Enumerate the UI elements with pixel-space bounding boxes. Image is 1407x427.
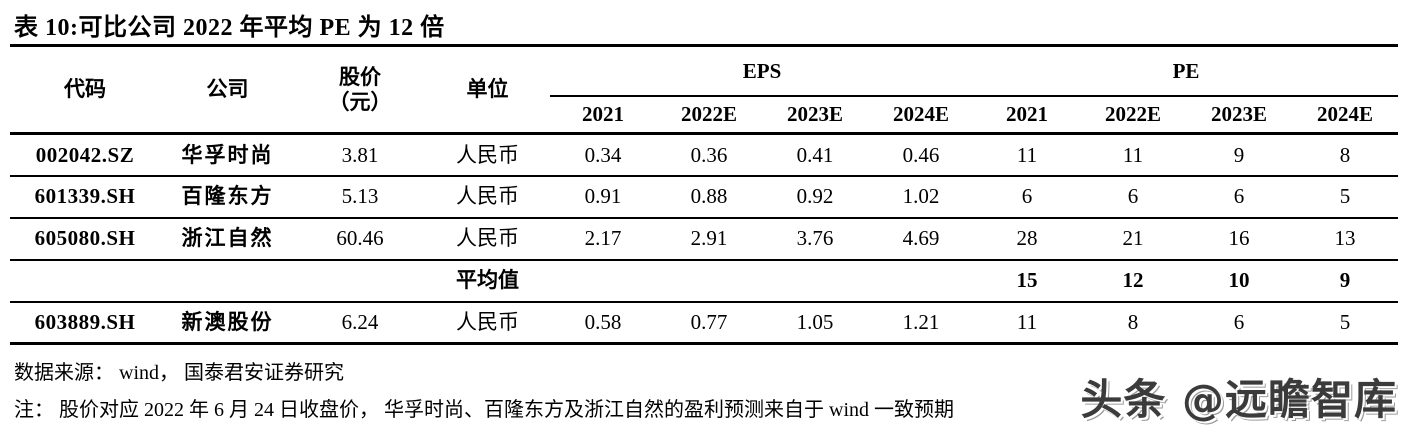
cell-eps-2023E: 1.05 xyxy=(762,301,868,345)
cell-pe-2021: 11 xyxy=(974,133,1081,177)
cell-price: 6.24 xyxy=(295,301,425,345)
cell-price: 3.81 xyxy=(295,133,425,177)
cell-unit: 人民币 xyxy=(425,133,550,177)
table-title: 表 10:可比公司 2022 年平均 PE 为 12 倍 xyxy=(14,15,445,41)
cell-eps-2022E: 0.36 xyxy=(656,133,762,177)
header-code: 代码 xyxy=(10,45,160,135)
header-eps-year: 2024E xyxy=(868,95,975,135)
header-pe-group: PE xyxy=(974,45,1399,97)
header-eps-year: 2021 xyxy=(550,95,656,135)
cell-code: 605080.SH xyxy=(10,217,160,261)
cell-eps-2022E: 0.77 xyxy=(656,301,762,345)
cell-eps-2024E xyxy=(868,259,975,303)
cell-company: 新澳股份 xyxy=(160,301,295,345)
table-row: 603889.SH 新澳股份 6.24 人民币 0.58 0.77 1.05 1.21 11 8 6… xyxy=(10,301,1399,345)
cell-eps-2024E: 4.69 xyxy=(868,217,975,261)
cell-eps-2021 xyxy=(550,259,656,303)
cell-pe-2024E: 9 xyxy=(1292,259,1399,303)
table-row-average: 平均值 15 12 10 9 xyxy=(10,259,1399,303)
watermark-text: 头条 @远瞻智库 xyxy=(1080,375,1397,424)
cell-unit: 人民币 xyxy=(425,175,550,219)
header-company: 公司 xyxy=(160,45,295,135)
cell-eps-2022E: 0.88 xyxy=(656,175,762,219)
cell-unit: 人民币 xyxy=(425,217,550,261)
cell-eps-2023E xyxy=(762,259,868,303)
cell-eps-2024E: 0.46 xyxy=(868,133,975,177)
cell-eps-2023E: 0.41 xyxy=(762,133,868,177)
cell-pe-2021: 6 xyxy=(974,175,1081,219)
header-price: 股价 （元） xyxy=(295,45,425,135)
cell-eps-2021: 0.91 xyxy=(550,175,656,219)
cell-pe-2022E: 8 xyxy=(1080,301,1187,345)
cell-eps-2021: 0.58 xyxy=(550,301,656,345)
cell-eps-2023E: 0.92 xyxy=(762,175,868,219)
cell-unit: 人民币 xyxy=(425,301,550,345)
cell-code: 603889.SH xyxy=(10,301,160,345)
cell-price: 60.46 xyxy=(295,217,425,261)
cell-code: 601339.SH xyxy=(10,175,160,219)
cell-pe-2023E: 16 xyxy=(1186,217,1293,261)
cell-eps-2023E: 3.76 xyxy=(762,217,868,261)
cell-pe-2023E: 6 xyxy=(1186,175,1293,219)
cell-price: 5.13 xyxy=(295,175,425,219)
cell-code: 002042.SZ xyxy=(10,133,160,177)
cell-price xyxy=(295,259,425,303)
cell-company: 华孚时尚 xyxy=(160,133,295,177)
cell-eps-2024E: 1.02 xyxy=(868,175,975,219)
header-pe-year: 2023E xyxy=(1186,95,1293,135)
table-row: 601339.SH 百隆东方 5.13 人民币 0.91 0.88 0.92 1.02 6 6 6 5 xyxy=(10,175,1399,219)
cell-company: 浙江自然 xyxy=(160,217,295,261)
cell-pe-2021: 11 xyxy=(974,301,1081,345)
cell-eps-2021: 2.17 xyxy=(550,217,656,261)
cell-pe-2023E: 9 xyxy=(1186,133,1293,177)
cell-eps-2022E: 2.91 xyxy=(656,217,762,261)
cell-pe-2022E: 6 xyxy=(1080,175,1187,219)
cell-eps-2024E: 1.21 xyxy=(868,301,975,345)
cell-eps-2021: 0.34 xyxy=(550,133,656,177)
table-body: 002042.SZ 华孚时尚 3.81 人民币 0.34 0.36 0.41 0.46 11 11… xyxy=(10,133,1399,345)
header-pe-year: 2022E xyxy=(1080,95,1187,135)
table-row: 002042.SZ 华孚时尚 3.81 人民币 0.34 0.36 0.41 0.46 11 11… xyxy=(10,133,1399,177)
cell-pe-2024E: 5 xyxy=(1292,175,1399,219)
header-eps-year: 2023E xyxy=(762,95,868,135)
table-row: 605080.SH 浙江自然 60.46 人民币 2.17 2.91 3.76 4.69 28 2… xyxy=(10,217,1399,261)
cell-pe-2021: 15 xyxy=(974,259,1081,303)
cell-pe-2022E: 21 xyxy=(1080,217,1187,261)
cell-company xyxy=(160,259,295,303)
header-unit: 单位 xyxy=(425,45,550,135)
cell-code xyxy=(10,259,160,303)
cell-pe-2024E: 13 xyxy=(1292,217,1399,261)
header-pe-year: 2021 xyxy=(974,95,1081,135)
header-price-line2: （元） xyxy=(328,89,392,114)
header-eps-group: EPS xyxy=(550,45,975,97)
cell-unit: 平均值 xyxy=(425,259,550,303)
header-pe-year: 2024E xyxy=(1292,95,1399,135)
cell-eps-2022E xyxy=(656,259,762,303)
data-source-text: 数据来源： wind， 国泰君安证券研究 xyxy=(14,362,344,384)
cell-pe-2022E: 12 xyxy=(1080,259,1187,303)
cell-pe-2023E: 10 xyxy=(1186,259,1293,303)
footnote-text: 注： 股价对应 2022 年 6 月 24 日收盘价， 华孚时尚、百隆东方及浙江… xyxy=(14,399,954,421)
cell-pe-2022E: 11 xyxy=(1080,133,1187,177)
cell-pe-2023E: 6 xyxy=(1186,301,1293,345)
cell-pe-2024E: 8 xyxy=(1292,133,1399,177)
cell-company: 百隆东方 xyxy=(160,175,295,219)
cell-pe-2021: 28 xyxy=(974,217,1081,261)
header-eps-year: 2022E xyxy=(656,95,762,135)
cell-pe-2024E: 5 xyxy=(1292,301,1399,345)
comparable-companies-table: 代码 公司 股价 （元） 单位 EPS PE 2021 2022E 2023E … xyxy=(10,44,1399,345)
header-price-line1: 股价 xyxy=(339,65,381,90)
table-header: 代码 公司 股价 （元） 单位 EPS PE 2021 2022E 2023E … xyxy=(10,45,1399,135)
